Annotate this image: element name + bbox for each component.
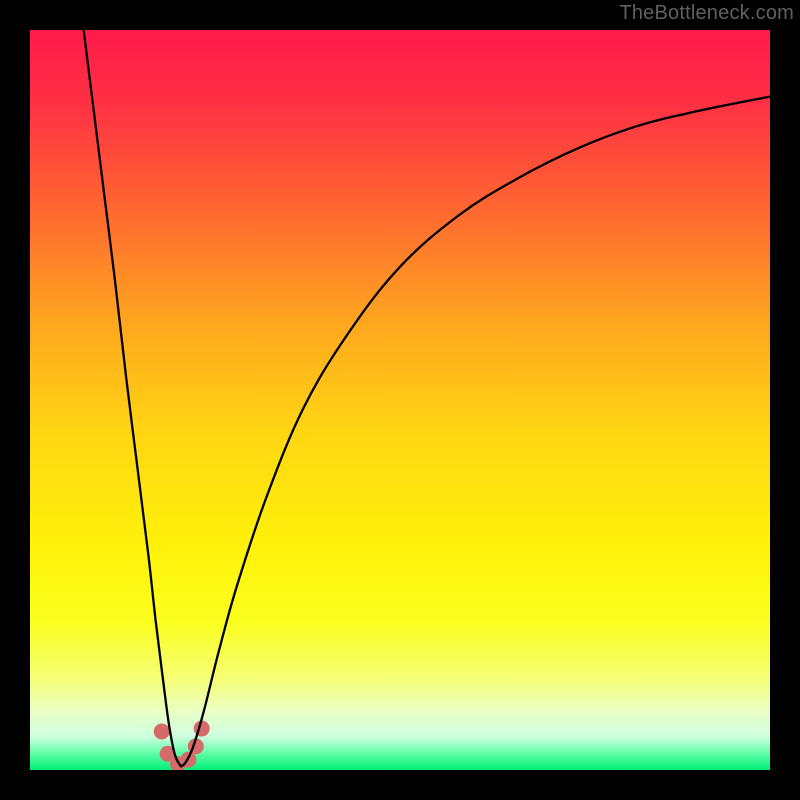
chart-container: TheBottleneck.com: [0, 0, 800, 800]
performance-curve-chart: [0, 0, 800, 800]
plot-area: [30, 30, 770, 770]
attribution-text: TheBottleneck.com: [619, 2, 794, 25]
data-marker: [154, 724, 170, 740]
